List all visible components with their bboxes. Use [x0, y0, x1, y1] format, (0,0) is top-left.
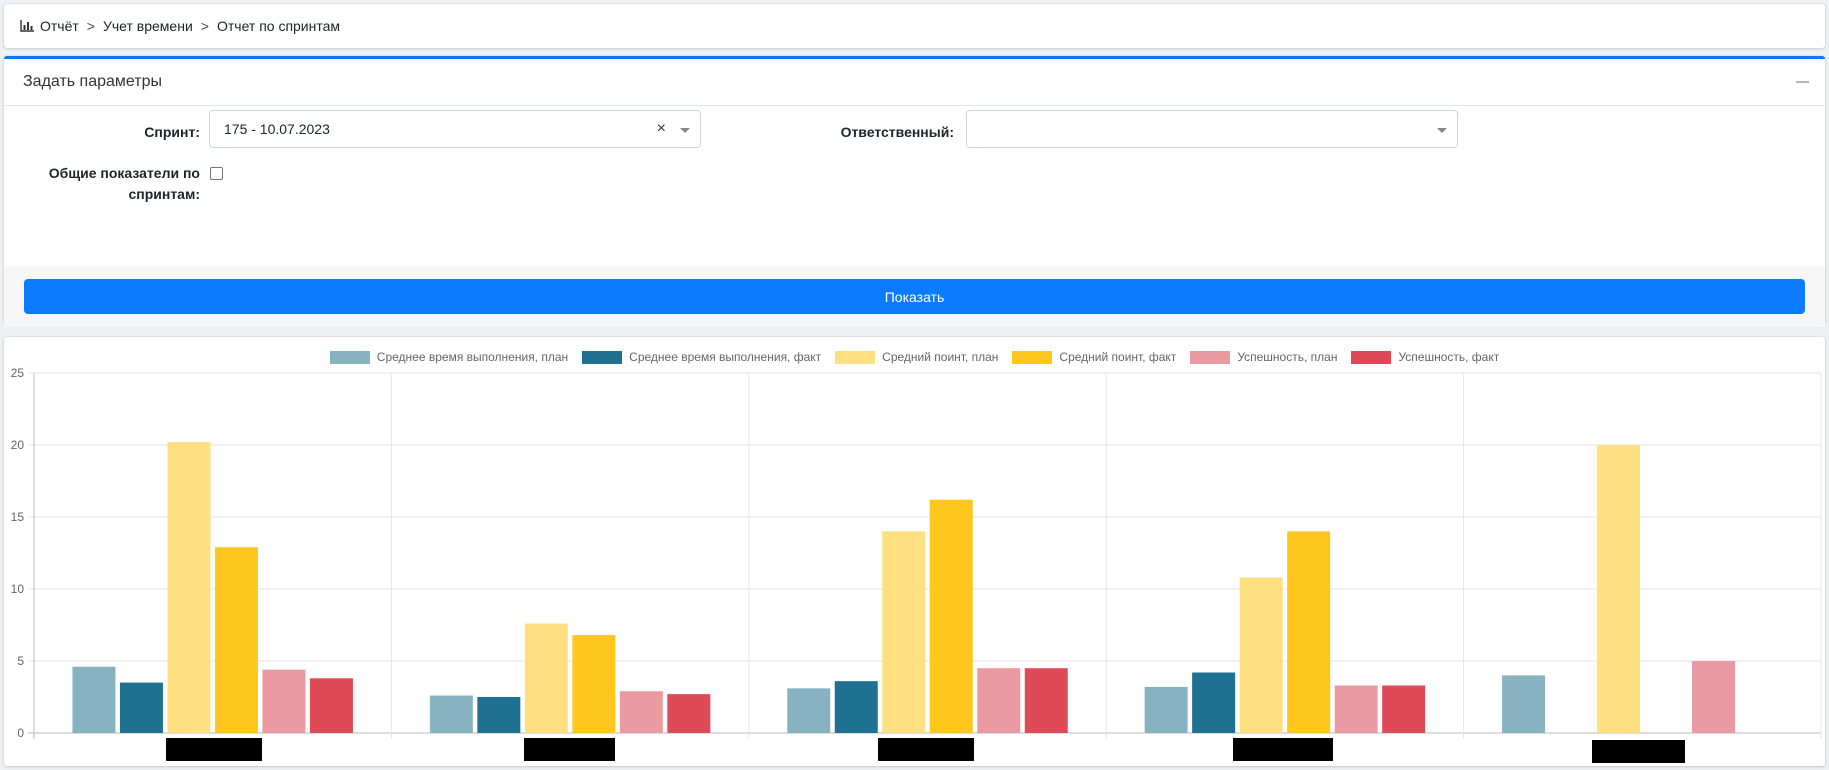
legend-item[interactable]: Успешность, план [1190, 350, 1337, 364]
bar [1334, 685, 1378, 733]
legend-item[interactable]: Успешность, факт [1351, 350, 1499, 364]
y-tick-label: 15 [11, 510, 25, 524]
bar [1024, 668, 1068, 733]
y-tick-label: 25 [11, 366, 25, 380]
legend-label: Средний поинт, план [882, 350, 999, 364]
bar [1192, 672, 1236, 733]
bar [977, 668, 1021, 733]
redacted-category-label [1592, 740, 1685, 763]
parameters-header: Задать параметры [4, 59, 1825, 106]
parameters-card: Задать параметры Спринт: 175 - 10.07.202… [4, 56, 1825, 327]
bar [1502, 675, 1546, 733]
totals-checkbox[interactable] [210, 167, 223, 180]
legend-swatch [1190, 350, 1231, 364]
bar [1239, 577, 1283, 733]
show-button[interactable]: Показать [24, 279, 1805, 314]
breadcrumb-separator: > [86, 18, 95, 34]
legend-label: Среднее время выполнения, факт [629, 350, 822, 364]
y-tick-label: 0 [17, 726, 24, 740]
legend-swatch [1012, 350, 1053, 364]
redacted-category-label [1233, 738, 1333, 761]
chevron-down-icon[interactable] [680, 128, 690, 133]
sprint-select[interactable]: 175 - 10.07.2023 × [209, 110, 701, 148]
breadcrumb-item-sprint-report: Отчет по спринтам [216, 18, 341, 34]
bar-chart: 0 5 10 15 20 25 [11, 366, 1822, 740]
clear-icon[interactable]: × [656, 120, 666, 137]
bar [667, 694, 711, 733]
sprint-label: Спринт: [144, 124, 200, 140]
responsible-select[interactable] [966, 110, 1458, 148]
responsible-label: Ответственный: [840, 124, 954, 140]
bar [572, 635, 616, 733]
bar [214, 547, 258, 733]
legend-label: Успешность, план [1237, 350, 1338, 364]
bar-chart-icon [20, 20, 34, 32]
bar [1287, 531, 1331, 733]
chart-card: Среднее время выполнения, план Среднее вр… [4, 337, 1825, 766]
bar [167, 442, 211, 733]
bar [1382, 685, 1426, 733]
legend-label: Успешность, факт [1398, 350, 1500, 364]
bar [929, 499, 973, 733]
redacted-category-label [878, 738, 974, 761]
bar [1144, 686, 1188, 733]
chevron-down-icon[interactable] [1437, 128, 1447, 133]
y-tick-label: 20 [11, 438, 25, 452]
breadcrumb-separator: > [200, 18, 209, 34]
totals-label-line1: Общие показатели по [48, 165, 200, 181]
legend-swatch [582, 350, 623, 364]
bar [429, 695, 473, 733]
bar [477, 697, 521, 733]
bar [1597, 445, 1641, 733]
legend-item[interactable]: Средний поинт, план [835, 350, 998, 364]
legend-label: Среднее время выполнения, план [376, 350, 569, 364]
y-tick-label: 10 [11, 582, 25, 596]
bar [119, 682, 163, 733]
chart-legend: Среднее время выполнения, план Среднее вр… [4, 350, 1825, 364]
totals-label-line2: спринтам: [128, 186, 200, 202]
collapse-icon[interactable] [1796, 81, 1809, 83]
bar [262, 669, 306, 733]
y-tick-label: 5 [17, 654, 24, 668]
legend-swatch [1351, 350, 1392, 364]
breadcrumb-item-time-tracking[interactable]: Учет времени [102, 18, 193, 34]
totals-label: Общие показатели по спринтам: [44, 163, 200, 205]
bar [619, 691, 663, 733]
parameters-title: Задать параметры [23, 73, 163, 90]
bar [834, 681, 878, 733]
legend-swatch [329, 350, 370, 364]
redacted-category-label [524, 738, 615, 761]
bar [72, 666, 116, 733]
breadcrumb: Отчёт > Учет времени > Отчет по спринтам [4, 4, 1825, 48]
bar [524, 623, 568, 733]
breadcrumb-item-report[interactable]: Отчёт [40, 18, 79, 34]
legend-swatch [835, 350, 876, 364]
bar [787, 688, 831, 733]
legend-item[interactable]: Средний поинт, факт [1012, 350, 1176, 364]
sprint-select-value: 175 - 10.07.2023 [224, 121, 330, 137]
redacted-category-label [166, 738, 262, 761]
legend-label: Средний поинт, факт [1059, 350, 1177, 364]
bar [309, 678, 353, 733]
legend-item[interactable]: Среднее время выполнения, план [329, 350, 569, 364]
legend-item[interactable]: Среднее время выполнения, факт [582, 350, 821, 364]
bar [1692, 661, 1736, 733]
bar [882, 531, 926, 733]
